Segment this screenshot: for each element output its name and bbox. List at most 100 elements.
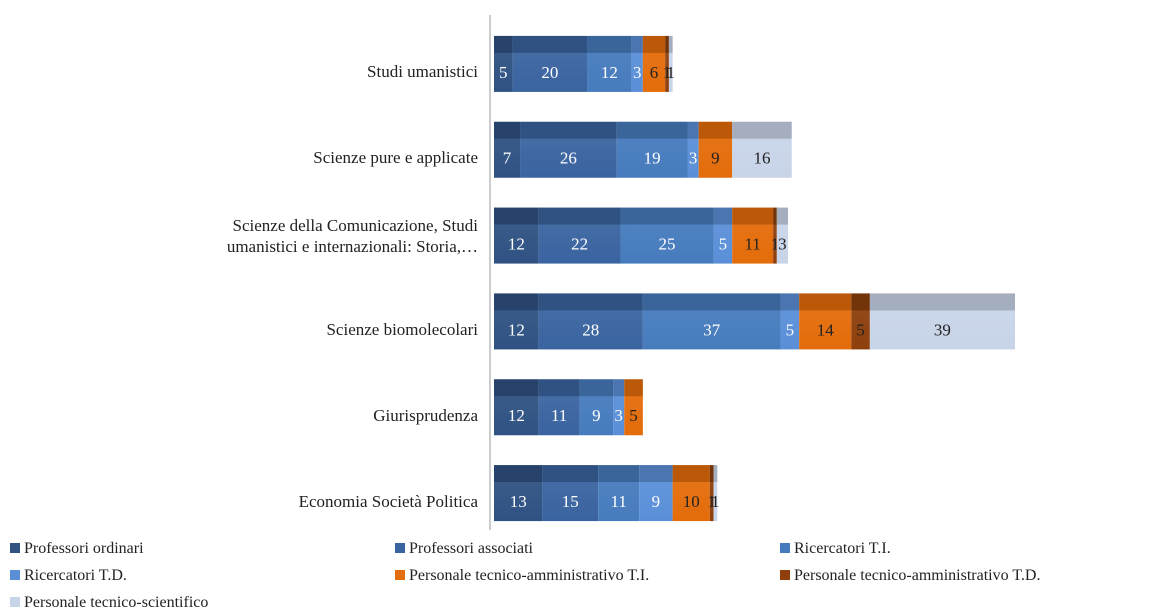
legend-item: Ricercatori T.D. [10,567,127,585]
data-label: 9 [652,492,661,511]
bar-shade [672,465,710,522]
data-label: 9 [711,149,720,168]
legend-swatch [395,570,405,580]
legend-label: Professori ordinari [24,540,144,557]
bar-shade [799,293,852,350]
data-label: 5 [786,320,795,339]
bar-shade [494,379,539,436]
bar-shade [579,379,614,436]
bar-shade [732,121,792,178]
data-label: 10 [683,492,700,511]
legend-swatch [780,570,790,580]
legend-label: Ricercatori T.D. [24,567,127,584]
bar-shade [624,379,643,436]
data-label: 12 [601,63,618,82]
data-label: 1 [663,63,672,82]
bar-shade [598,465,640,522]
bar-shade [698,121,733,178]
category-label: Scienze biomolecolari [326,319,478,339]
bar-shade [494,35,513,92]
data-label: 12 [508,234,525,253]
data-label: 20 [541,63,558,82]
legend-label: Personale tecnico-scientifico [24,594,209,611]
data-label: 7 [503,149,512,168]
bar-shade [538,293,643,350]
data-label: 1 [711,492,720,511]
bar-shade [780,293,800,350]
legend-item: Ricercatori T.I. [780,540,891,558]
data-label: 6 [650,63,659,82]
data-label: 5 [629,406,638,425]
legend-swatch [10,597,20,607]
bar-shade [520,121,617,178]
legend-swatch [395,543,405,553]
legend-item: Professori ordinari [10,540,144,558]
bar-shade [687,121,699,178]
data-label: 11 [610,492,626,511]
data-label: 5 [499,63,508,82]
data-label: 5 [719,234,728,253]
data-label: 9 [592,406,601,425]
data-label: 14 [817,320,835,339]
category-label: Studi umanistici [367,62,478,82]
legend-item: Professori associati [395,540,533,558]
bar-shade [642,293,781,350]
bar-shade [542,465,599,522]
bar-shade [494,465,543,522]
legend-item: Personale tecnico-amministrativo T.D. [780,567,1040,585]
data-label: 26 [560,149,577,168]
data-label: 28 [582,320,599,339]
legend-swatch [10,570,20,580]
data-label: 37 [703,320,721,339]
bar-shade [620,207,714,264]
bar-shade [639,465,673,522]
data-label: 1 [667,63,676,82]
data-label: 16 [753,149,770,168]
bar-shade [713,207,733,264]
legend-label: Ricercatori T.I. [794,540,891,557]
data-label: 3 [614,406,623,425]
bar-shade [538,207,621,264]
bar-shade [494,207,539,264]
bar-shade [642,35,666,92]
data-label: 15 [562,492,579,511]
category-label: Giurisprudenza [373,405,478,425]
data-label: 22 [571,234,588,253]
data-label: 3 [778,234,787,253]
data-label: 39 [934,320,951,339]
bar-shade [512,35,588,92]
data-label: 11 [551,406,567,425]
bar-shade [668,35,673,92]
bar-shade [665,35,669,92]
data-label: 12 [508,406,525,425]
data-label: 3 [633,63,642,82]
bar-shade [494,293,539,350]
bar-shade [776,207,788,264]
bar-shade [587,35,632,92]
data-label: 5 [856,320,865,339]
bar-shade [616,121,688,178]
bar-shade [613,379,625,436]
data-label: 1 [707,492,716,511]
bar-shade [732,207,774,264]
bar-shade [713,465,718,522]
legend-item: Personale tecnico-scientifico [10,594,208,612]
bar-shade [709,465,714,522]
data-label: 19 [644,149,661,168]
bar-shade [494,121,521,178]
bar-shade [851,293,870,350]
legend-label: Professori associati [409,540,533,557]
category-label: Economia Società Politica [298,491,478,511]
data-label: 25 [659,234,676,253]
bar-shade [538,379,580,436]
bar-shade [631,35,643,92]
category-label: Scienze pure e applicate [313,148,478,168]
legend-label: Personale tecnico-amministrativo T.D. [794,567,1041,584]
bar-shade [869,293,1015,350]
data-label: 12 [508,320,525,339]
data-label: 11 [744,234,760,253]
bar-shade [773,207,777,264]
legend-item: Personale tecnico-amministrativo T.I. [395,567,649,585]
